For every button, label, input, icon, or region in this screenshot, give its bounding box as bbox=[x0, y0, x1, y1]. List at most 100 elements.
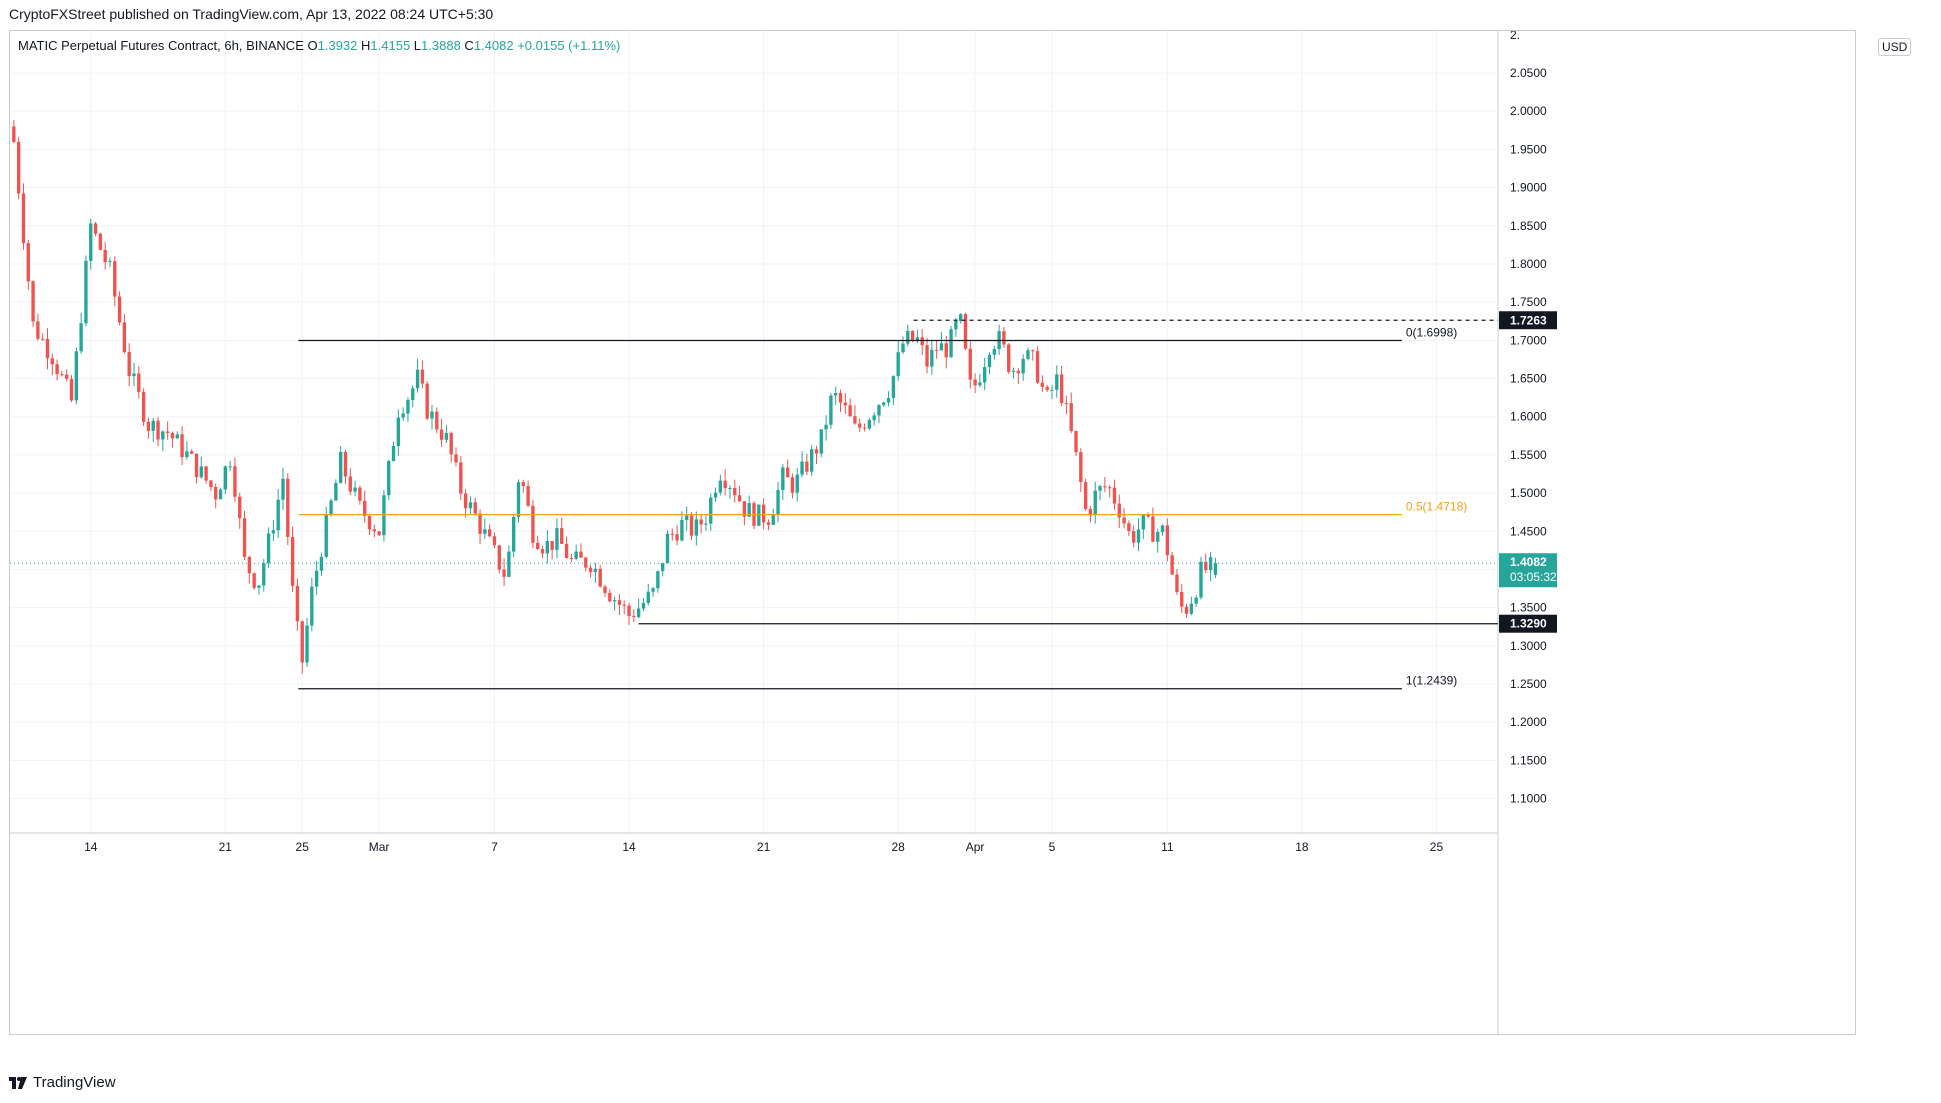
tradingview-logo-icon bbox=[9, 1076, 27, 1089]
candle-up bbox=[1189, 603, 1194, 614]
price-axis-tick-label: 1.8500 bbox=[1510, 219, 1547, 233]
candle-up bbox=[829, 395, 833, 425]
candle-up bbox=[319, 556, 324, 571]
candle-down bbox=[579, 551, 583, 558]
candle-up bbox=[872, 415, 876, 421]
candle-up bbox=[593, 568, 598, 573]
candle-up bbox=[809, 449, 814, 472]
candle-down bbox=[853, 416, 857, 424]
candle-down bbox=[492, 536, 497, 546]
price-axis-tick-label: 1.6500 bbox=[1510, 372, 1547, 386]
price-axis-tick-label: 1.9500 bbox=[1510, 142, 1547, 156]
candle-down bbox=[69, 378, 74, 401]
candle-up bbox=[949, 329, 953, 358]
candle-up bbox=[665, 533, 670, 563]
candle-up bbox=[781, 467, 785, 491]
candle-down bbox=[790, 477, 795, 493]
candle-up bbox=[886, 398, 891, 403]
candle-down bbox=[521, 482, 525, 487]
candle-up bbox=[1141, 514, 1145, 530]
candle-up bbox=[89, 223, 93, 261]
time-axis-tick-label: 14 bbox=[84, 840, 98, 854]
candle-up bbox=[415, 369, 420, 389]
candle-up bbox=[834, 392, 838, 396]
candle-down bbox=[848, 405, 852, 417]
candle-up bbox=[636, 608, 641, 618]
candle-up bbox=[713, 492, 718, 498]
candle-up bbox=[709, 497, 713, 524]
chart-area[interactable]: 1.1000 1.1500 1.2000 1.2500 1.3000 1.3500 1.40… bbox=[9, 28, 1856, 1035]
candle-down bbox=[103, 249, 107, 263]
candle-up bbox=[704, 523, 708, 525]
price-axis-tick-label: 1.7000 bbox=[1510, 333, 1547, 347]
candle-down bbox=[127, 352, 131, 377]
candle-up bbox=[324, 514, 328, 557]
candle-down bbox=[156, 420, 160, 440]
candle-down bbox=[209, 480, 213, 488]
candle-down bbox=[934, 349, 939, 351]
price-axis-tick-label: 1.1500 bbox=[1510, 753, 1547, 767]
legend-high-label: H bbox=[361, 38, 371, 53]
legend-close-label: C bbox=[464, 38, 474, 53]
candle-down bbox=[377, 531, 381, 536]
candle-up bbox=[1055, 374, 1059, 390]
candle-down bbox=[214, 487, 218, 500]
candle-up bbox=[271, 530, 276, 534]
candle-down bbox=[137, 373, 141, 392]
candle-down bbox=[98, 233, 103, 250]
candle-down bbox=[439, 429, 444, 440]
candlestick-chart[interactable]: 1.1000 1.1500 1.2000 1.2500 1.3000 1.3500 1.40… bbox=[10, 28, 1855, 1034]
candle-down bbox=[761, 504, 766, 523]
price-tag-label: 1.7263 bbox=[1510, 313, 1547, 327]
candle-up bbox=[468, 502, 473, 509]
candle-up bbox=[882, 402, 886, 406]
candle-up bbox=[939, 343, 944, 351]
candle-up bbox=[161, 431, 165, 440]
candle-down bbox=[968, 348, 972, 380]
candle-up bbox=[795, 474, 799, 493]
footer-brand[interactable]: TradingView bbox=[9, 1074, 116, 1091]
price-axis-tick-label: 1.2500 bbox=[1510, 677, 1547, 691]
candle-down bbox=[286, 478, 290, 538]
legend-low-label: L bbox=[413, 38, 422, 53]
time-axis-tick-label: 14 bbox=[622, 840, 636, 854]
candle-down bbox=[31, 281, 35, 322]
candle-up bbox=[896, 352, 900, 377]
candle-down bbox=[550, 541, 554, 550]
legend-change: +0.0155 (+1.11%) bbox=[517, 38, 621, 53]
candle-up bbox=[641, 602, 646, 609]
candle-down bbox=[1083, 482, 1088, 510]
candle-up bbox=[983, 367, 987, 383]
candle-up bbox=[1160, 525, 1165, 532]
candle-down bbox=[1069, 403, 1073, 432]
candle-up bbox=[992, 349, 996, 355]
candle-down bbox=[1074, 431, 1078, 453]
candle-down bbox=[1175, 574, 1179, 593]
candle-up bbox=[1156, 531, 1160, 542]
currency-button[interactable]: USD bbox=[1878, 38, 1912, 56]
last-price-tag-label: 1.4082 bbox=[1510, 555, 1547, 569]
price-axis-tick-label: 1.3000 bbox=[1510, 639, 1547, 653]
candle-down bbox=[233, 466, 237, 497]
candle-down bbox=[805, 461, 809, 472]
candle-down bbox=[1016, 370, 1021, 374]
footer-brand-label: TradingView bbox=[33, 1074, 116, 1091]
candle-down bbox=[1088, 509, 1093, 516]
candle-up bbox=[406, 399, 410, 414]
candle-up bbox=[1194, 597, 1198, 604]
price-axis-tick-label: 1.5000 bbox=[1510, 486, 1547, 500]
price-tag-label: 1.3290 bbox=[1510, 617, 1547, 631]
candle-up bbox=[391, 445, 396, 462]
candle-down bbox=[1184, 606, 1189, 614]
candle-down bbox=[122, 322, 127, 353]
legend-open-label: O bbox=[307, 38, 318, 53]
published-by-line: CryptoFXStreet published on TradingView.… bbox=[9, 6, 494, 22]
candle-down bbox=[944, 343, 948, 358]
candle-down bbox=[742, 501, 747, 517]
time-axis-tick-label: 18 bbox=[1295, 840, 1309, 854]
candle-up bbox=[574, 551, 578, 559]
candle-up bbox=[185, 451, 189, 458]
candle-up bbox=[661, 562, 665, 572]
candle-down bbox=[502, 569, 506, 577]
legend-close-value: 1.4082 bbox=[473, 38, 514, 53]
